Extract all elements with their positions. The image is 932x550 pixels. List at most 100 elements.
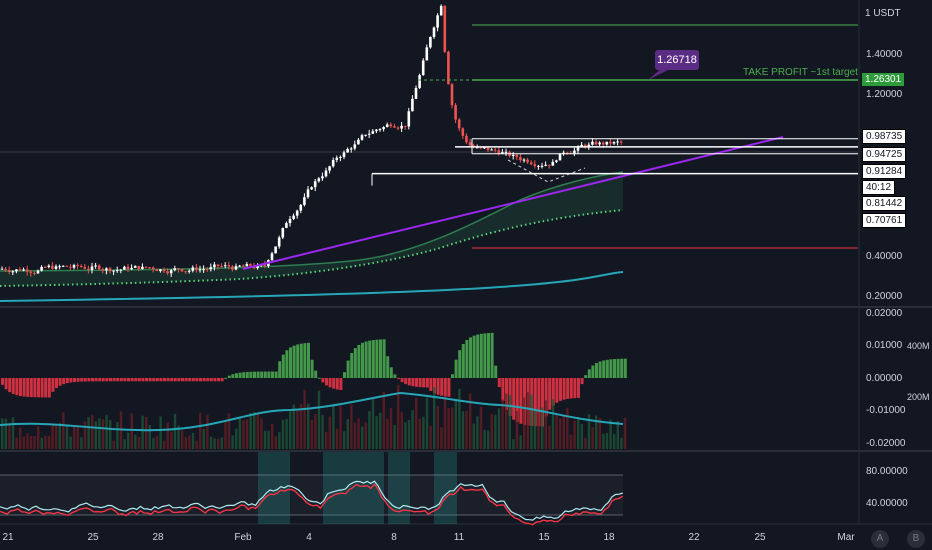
- candle-body: [493, 149, 497, 151]
- candle-body: [191, 267, 195, 271]
- price-tick: 0.20000: [866, 291, 903, 302]
- volume-bar: [523, 397, 526, 449]
- candle-body: [468, 142, 472, 146]
- macd-histogram-bar: [29, 378, 33, 398]
- volume-bar: [145, 416, 148, 449]
- macd-histogram-bar: [440, 378, 444, 396]
- volume-bar: [530, 394, 533, 449]
- macd-histogram-bar: [94, 378, 98, 382]
- macd-histogram-bar: [285, 350, 289, 378]
- macd-histogram-bar: [429, 378, 433, 391]
- candle-body: [421, 60, 425, 76]
- macd-histogram-bar: [148, 378, 152, 382]
- candle-body: [605, 141, 609, 145]
- macd-histogram-bar: [580, 378, 584, 385]
- candle-body: [450, 84, 454, 106]
- volume-bar: [620, 437, 623, 449]
- candle-body: [601, 142, 605, 145]
- volume-bar: [199, 412, 202, 449]
- volume-bar: [65, 425, 69, 449]
- candle-body: [425, 47, 429, 61]
- candle-body: [400, 125, 403, 129]
- take-profit-annotation: TAKE PROFIT ~1st target: [743, 67, 858, 78]
- macd-histogram-bar: [332, 378, 336, 389]
- candle-body: [317, 178, 321, 182]
- price-callout[interactable]: 1.26718: [655, 50, 699, 70]
- macd-histogram-bar: [317, 377, 321, 379]
- auto-scale-button[interactable]: A: [871, 530, 889, 548]
- macd-tick: -0.02000: [866, 438, 906, 449]
- candle-body: [277, 237, 281, 247]
- volume-tick: 200M: [907, 392, 930, 402]
- volume-bar: [303, 389, 306, 449]
- candle-body: [321, 176, 324, 179]
- macd-histogram-bar: [173, 378, 177, 382]
- volume-bar: [91, 414, 94, 449]
- log-scale-button[interactable]: B: [907, 530, 925, 548]
- macd-histogram-bar: [620, 358, 624, 378]
- candle-body: [313, 181, 317, 188]
- macd-histogram-bar: [260, 371, 264, 378]
- candle-body: [58, 266, 61, 268]
- candle-body: [72, 265, 76, 268]
- macd-histogram-bar: [177, 378, 181, 382]
- macd-histogram-bar: [400, 378, 404, 383]
- volume-bar: [292, 404, 295, 449]
- macd-histogram-bar: [98, 378, 102, 382]
- pattern-dashes: [507, 159, 586, 183]
- macd-histogram-bar: [231, 374, 235, 378]
- ma-slow-line: [0, 271, 624, 302]
- volume-ma-line: [0, 391, 624, 432]
- candle-body: [36, 270, 40, 274]
- volume-bar: [623, 417, 627, 449]
- volume-bar: [155, 436, 159, 449]
- macd-histogram-bar: [476, 334, 480, 378]
- candle-body: [619, 141, 623, 143]
- macd-histogram-bar: [299, 343, 303, 378]
- volume-bar: [289, 411, 292, 449]
- macd-histogram-bar: [339, 378, 343, 391]
- candle-body: [443, 5, 447, 52]
- volume-bar: [141, 415, 144, 449]
- volume-bar: [163, 440, 166, 449]
- volume-bar: [73, 425, 76, 449]
- candle-body: [526, 159, 529, 163]
- volume-bar: [263, 430, 267, 449]
- volume-bar: [62, 412, 65, 449]
- macd-histogram-bar: [163, 378, 166, 382]
- candle-body: [0, 268, 4, 270]
- volume-bar: [83, 421, 87, 449]
- candle-body: [367, 133, 371, 135]
- time-label: 11: [453, 532, 465, 543]
- macd-tick: -0.01000: [866, 405, 906, 416]
- volume-bar: [332, 403, 335, 449]
- macd-histogram-bar: [310, 359, 314, 378]
- volume-bar: [537, 412, 540, 449]
- macd-tick: 0.02000: [866, 308, 903, 319]
- macd-histogram-bar: [47, 378, 51, 398]
- candle-body: [202, 269, 205, 271]
- candle-body: [220, 265, 223, 267]
- volume-bar: [51, 423, 54, 449]
- volume-bar: [483, 429, 486, 449]
- volume-bar: [443, 396, 447, 449]
- candle-body: [209, 267, 213, 270]
- volume-bar: [584, 437, 587, 449]
- candle-body: [281, 227, 285, 238]
- volume-bar: [519, 435, 522, 449]
- macd-histogram-bar: [447, 378, 451, 397]
- volume-bar: [573, 420, 576, 449]
- macd-histogram-bar: [199, 378, 202, 382]
- volume-bar: [105, 414, 108, 449]
- candle-body: [144, 266, 148, 268]
- time-label: 8: [391, 532, 397, 543]
- candle-body: [130, 267, 133, 270]
- volume-bar: [209, 436, 213, 449]
- macd-histogram-bar: [80, 378, 84, 382]
- candle-body: [565, 152, 569, 154]
- macd-histogram-bar: [487, 333, 490, 378]
- candle-body: [490, 149, 493, 151]
- macd-histogram-bar: [33, 378, 37, 398]
- macd-histogram-bar: [328, 378, 332, 388]
